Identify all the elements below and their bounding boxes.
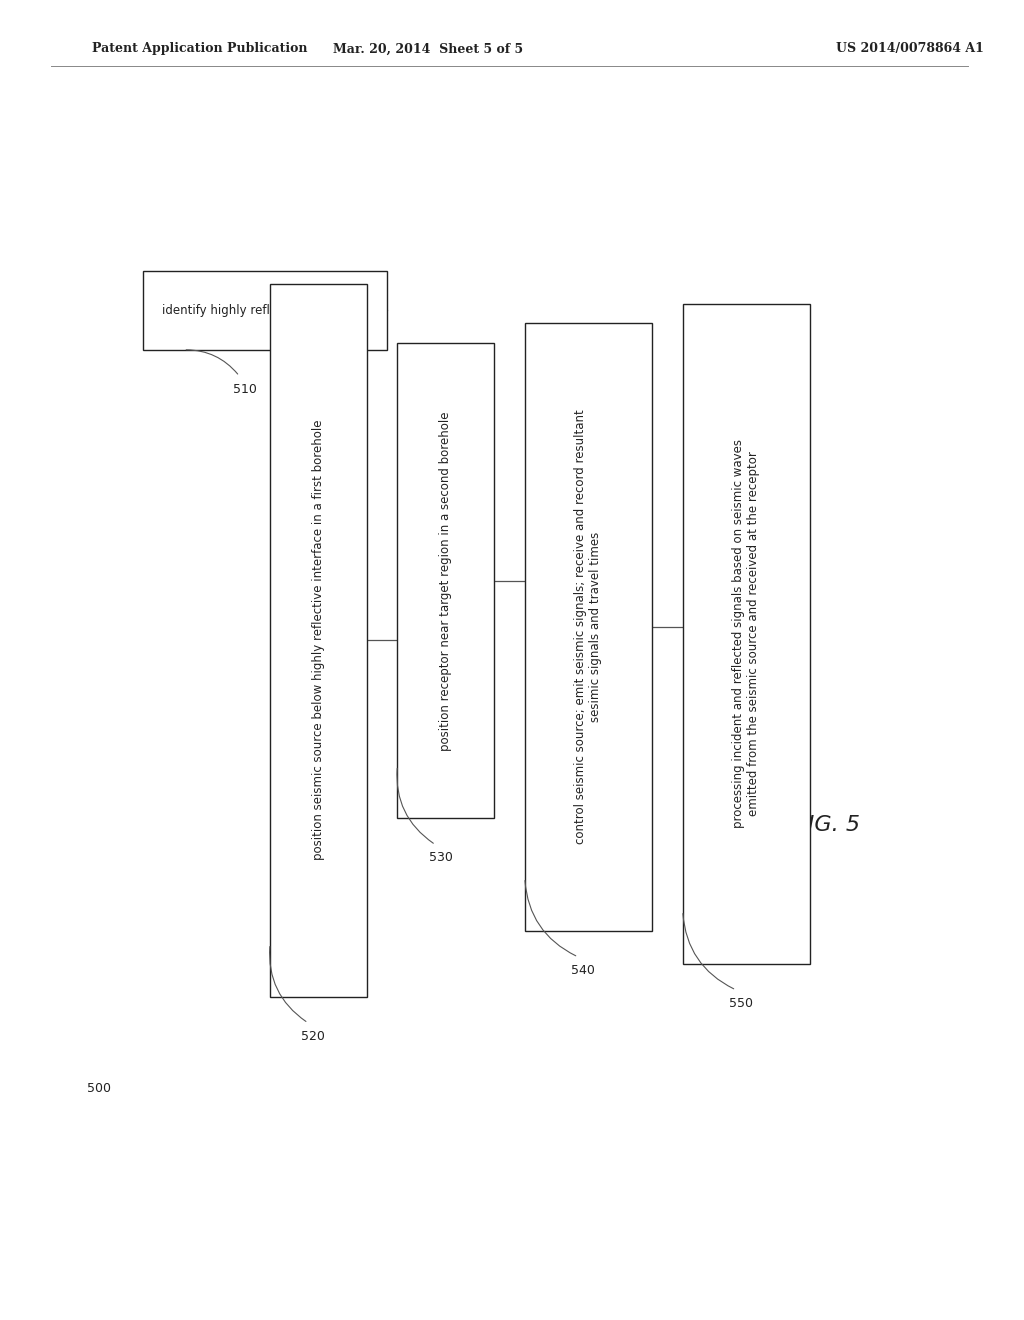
Text: position seismic source below highly reflective interface in a first borehole: position seismic source below highly ref…: [312, 420, 325, 861]
Text: 500: 500: [87, 1082, 111, 1096]
Text: 540: 540: [571, 964, 595, 977]
Text: position receptor near target region in a second borehole: position receptor near target region in …: [439, 411, 453, 751]
Text: Mar. 20, 2014  Sheet 5 of 5: Mar. 20, 2014 Sheet 5 of 5: [333, 42, 523, 55]
Text: 550: 550: [729, 997, 754, 1010]
FancyBboxPatch shape: [397, 343, 495, 818]
Text: identify highly reflective interfaces: identify highly reflective interfaces: [162, 304, 369, 317]
Text: FIG. 5: FIG. 5: [795, 814, 860, 836]
FancyBboxPatch shape: [142, 271, 387, 350]
FancyBboxPatch shape: [524, 323, 652, 931]
FancyBboxPatch shape: [683, 304, 810, 964]
Text: Patent Application Publication: Patent Application Publication: [92, 42, 307, 55]
Text: 510: 510: [232, 383, 256, 396]
Text: control seismic source; emit seismic signals; receive and record resultant
sesim: control seismic source; emit seismic sig…: [574, 409, 602, 845]
Text: processing incident and reflected signals based on seismic waves
emitted from th: processing incident and reflected signal…: [732, 440, 761, 828]
Text: 520: 520: [301, 1030, 326, 1043]
Text: 530: 530: [429, 851, 453, 865]
FancyBboxPatch shape: [270, 284, 367, 997]
Text: US 2014/0078864 A1: US 2014/0078864 A1: [836, 42, 983, 55]
